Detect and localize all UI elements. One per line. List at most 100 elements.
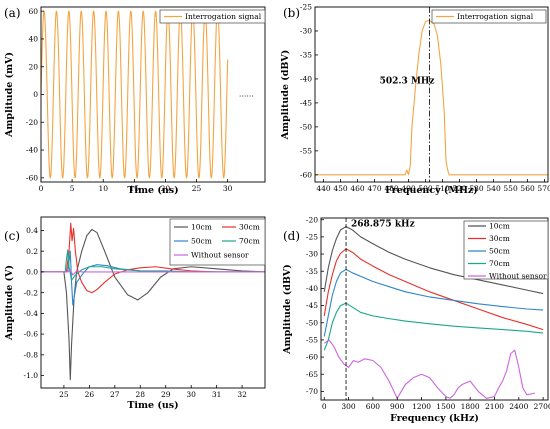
x-tick-label: 10 [98, 184, 108, 193]
y-tick-label: 0.2 [26, 247, 38, 256]
panel-label: (b) [283, 6, 300, 20]
y-tick-label: -0.4 [24, 309, 39, 318]
y-axis-label: Amplitude (V) [4, 265, 15, 341]
x-tick-label: 0 [322, 402, 327, 411]
panel-label: (c) [4, 229, 20, 243]
legend-entry: 50cm [489, 247, 510, 256]
x-tick-label: 600 [366, 402, 381, 411]
legend-entry: 10cm [191, 223, 212, 232]
panel-label: (a) [4, 6, 21, 20]
legend: 10cm 30cm 50cm 70cm Without sensor [169, 218, 266, 266]
y-tick-label: -60 [306, 353, 318, 362]
legend-entry: 30cm [489, 234, 510, 243]
series-line-5 [41, 269, 265, 276]
chart-panel-1: 0 5 10 15 20 25 30 -60 -40 -20 0 20 40 60 Time (ns) Amp… [4, 6, 266, 196]
x-tick-label: 470 [367, 184, 382, 193]
legend-entry: 70cm [239, 237, 260, 246]
x-tick-label: 560 [520, 184, 535, 193]
series-line-2 [41, 222, 265, 294]
y-tick-label: -30 [306, 250, 318, 259]
legend-entry: 10cm [489, 222, 510, 231]
y-tick-label: -55 [306, 336, 318, 345]
x-tick-label: 500 [418, 184, 433, 193]
x-tick-label: 570 [537, 184, 550, 193]
x-tick-label: 20 [161, 184, 171, 193]
y-tick-label: -40 [300, 75, 312, 84]
chart-panel-4: 0 300 600 900 1200 1500 1800 2100 2400 2700 -70 -65… [282, 215, 550, 424]
chart-panel-3: 25 26 27 28 29 30 31 32 -1.0 -0.8 -0.6 -0.4 -0.2 0.0 0… [4, 216, 266, 411]
x-tick-label: 540 [486, 184, 501, 193]
y-tick-label: -60 [26, 173, 38, 182]
legend: Interrogation signal [431, 9, 547, 24]
panel-label: (d) [283, 229, 300, 243]
x-tick-label: 460 [350, 184, 365, 193]
y-tick-label: -20 [26, 118, 38, 127]
y-tick-label: -35 [306, 267, 318, 276]
plot-frame [320, 217, 549, 401]
x-axis-label: Time (ns) [127, 185, 178, 196]
y-tick-label: -40 [26, 146, 38, 155]
x-tick-label: 510 [435, 184, 450, 193]
x-tick-label: 31 [212, 390, 222, 399]
y-tick-label: -0.6 [24, 330, 39, 339]
y-tick-label: -1.0 [24, 371, 39, 380]
y-tick-label: 60 [28, 7, 38, 16]
y-tick-label: -40 [306, 284, 318, 293]
legend-box [159, 9, 266, 24]
y-tick-label: -70 [306, 387, 318, 396]
x-tick-label: 530 [469, 184, 484, 193]
y-tick-label: -25 [306, 232, 318, 241]
y-tick-label: -50 [300, 122, 312, 131]
legend-entry: 30cm [239, 223, 260, 232]
x-tick-label: 32 [237, 390, 247, 399]
series-line-4 [41, 249, 265, 281]
y-tick-label: 0 [33, 90, 38, 99]
y-tick-label: -45 [306, 301, 318, 310]
y-tick-label: -55 [300, 146, 312, 155]
series-group [323, 226, 544, 399]
y-tick-label: 20 [28, 62, 38, 71]
series-line-2 [323, 248, 544, 331]
x-tick-label: 1200 [412, 402, 431, 411]
series-group [315, 19, 548, 176]
x-tick-label: 29 [161, 390, 171, 399]
x-tick-label: 30 [223, 184, 233, 193]
series-group [41, 10, 229, 179]
x-tick-label: 0 [39, 184, 44, 193]
x-tick-label: 25 [192, 184, 202, 193]
x-tick-label: 15 [130, 184, 140, 193]
series-line-1 [323, 226, 544, 295]
x-tick-label: 450 [333, 184, 348, 193]
x-tick-label: 480 [384, 184, 399, 193]
y-tick-label: -60 [300, 170, 312, 179]
chart-panel-2: 440 450 460 470 480 490 500 510 520 530 540 550 560 5… [280, 3, 550, 196]
x-tick-label: 30 [186, 390, 196, 399]
series-line-1 [41, 10, 229, 179]
y-tick-label: -30 [300, 27, 312, 36]
trailing-dots: …… [239, 90, 254, 99]
legend-box [463, 220, 549, 280]
y-tick-label: -0.8 [24, 350, 39, 359]
x-tick-label: 2400 [509, 402, 528, 411]
x-tick-label: 900 [390, 402, 405, 411]
y-tick-label: 0.4 [26, 226, 38, 235]
legend-entry: Interrogation signal [457, 12, 534, 21]
x-tick-label: 27 [110, 390, 120, 399]
series-line-1 [315, 19, 548, 176]
x-tick-label: 490 [401, 184, 416, 193]
x-axis-label: Time (us) [127, 400, 178, 411]
legend-box [431, 9, 547, 24]
legend-entry: 50cm [191, 237, 212, 246]
x-tick-label: 25 [59, 390, 69, 399]
x-axis-label: Frequency (MHz) [385, 185, 478, 196]
x-axis-label: Frequency (kHz) [390, 413, 479, 424]
legend-box [169, 218, 266, 266]
legend-entry: Interrogation signal [185, 12, 262, 21]
y-axis-label: Amplitude (mV) [4, 52, 15, 138]
y-tick-label: -0.2 [24, 288, 39, 297]
x-tick-label: 5 [70, 184, 75, 193]
x-tick-label: 28 [135, 390, 145, 399]
annotation: 502.3 MHz [380, 77, 435, 87]
plot-frame [314, 6, 549, 183]
